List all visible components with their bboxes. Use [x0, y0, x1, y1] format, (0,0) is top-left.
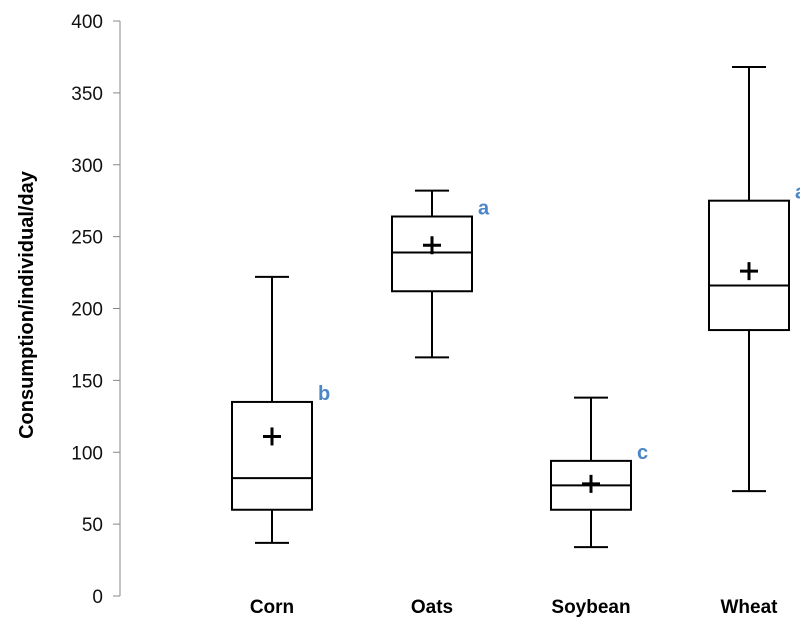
box-corn: b [231, 275, 330, 544]
box-wheat: a [708, 66, 800, 493]
x-category-label: Oats [411, 597, 453, 618]
iqr-box [231, 400, 313, 511]
x-axis-labels: Corn Oats Soybean Wheat [250, 597, 778, 618]
box-group: b a c a [231, 66, 800, 549]
significance-letter: b [318, 383, 330, 405]
y-axis: 0 50 100 150 200 250 300 350 400 [71, 12, 121, 608]
x-category-label: Corn [250, 597, 294, 618]
x-category-label: Soybean [551, 597, 630, 618]
x-category-label: Wheat [721, 597, 779, 618]
iqr-box [391, 215, 473, 293]
y-tick-label: 0 [92, 587, 103, 608]
significance-letter: a [795, 182, 800, 204]
iqr-box [708, 199, 790, 332]
significance-letter: c [637, 442, 648, 464]
mean-marker [582, 474, 600, 493]
y-axis-title: Consumption/individual/day [16, 170, 38, 439]
y-tick-label: 150 [71, 371, 103, 392]
y-tick-label: 50 [82, 515, 103, 536]
significance-letter: a [478, 198, 490, 220]
y-tick-label: 400 [71, 12, 103, 33]
y-tick-label: 300 [71, 156, 103, 177]
y-tick-label: 250 [71, 228, 103, 249]
box-oats: a [391, 189, 490, 359]
mean-marker [423, 236, 441, 255]
y-tick-label: 350 [71, 84, 103, 105]
y-tick-label: 200 [71, 300, 103, 321]
box-soybean: c [550, 396, 648, 549]
mean-marker [263, 427, 281, 446]
mean-marker [740, 262, 758, 281]
y-tick-label: 100 [71, 443, 103, 464]
